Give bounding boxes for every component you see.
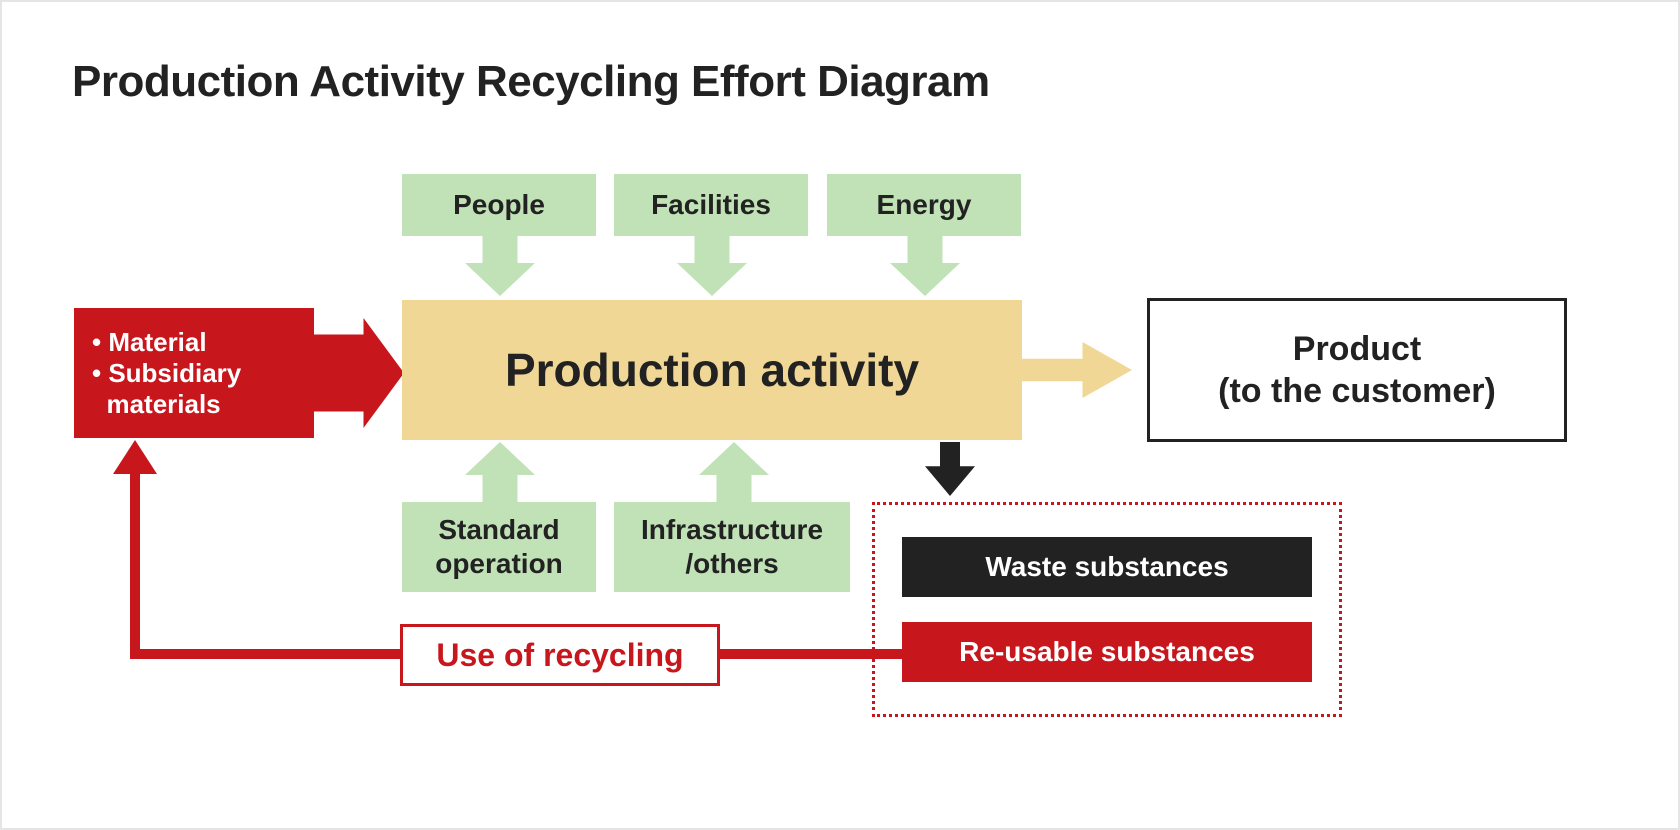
recycle-line-left (130, 649, 402, 659)
input-facilities-label: Facilities (651, 188, 771, 222)
input-infra-box: Infrastructure /others (614, 502, 850, 592)
arrow-standard-up (465, 442, 535, 502)
arrow-production-to-product (1022, 342, 1132, 398)
outputs-dotted-box (872, 502, 1342, 717)
production-activity-label: Production activity (505, 343, 919, 397)
production-activity-box: Production activity (402, 300, 1022, 440)
arrow-energy-down (890, 236, 960, 296)
waste-box: Waste substances (902, 537, 1312, 597)
reusable-label: Re-usable substances (959, 636, 1255, 668)
recycle-line-up (130, 472, 140, 659)
materials-box: Material Subsidiary materials (74, 308, 314, 438)
recycle-box: Use of recycling (400, 624, 720, 686)
product-box: Product (to the customer) (1147, 298, 1567, 442)
arrow-people-down (465, 236, 535, 296)
input-standard-box: Standard operation (402, 502, 596, 592)
input-infra-line1: Infrastructure (641, 514, 823, 545)
materials-item-1: Subsidiary materials (92, 358, 241, 420)
product-line1: Product (1293, 330, 1421, 368)
arrow-materials-to-production (314, 318, 404, 428)
input-facilities-box: Facilities (614, 174, 808, 236)
product-line2: (to the customer) (1218, 372, 1496, 410)
materials-item-0: Material (92, 327, 241, 358)
waste-label: Waste substances (985, 551, 1228, 583)
diagram-title: Production Activity Recycling Effort Dia… (72, 57, 990, 107)
diagram-frame: Production Activity Recycling Effort Dia… (0, 0, 1680, 830)
input-energy-box: Energy (827, 174, 1021, 236)
input-people-label: People (453, 188, 545, 222)
input-people-box: People (402, 174, 596, 236)
input-standard-line2: operation (435, 548, 563, 579)
recycle-label: Use of recycling (436, 637, 683, 674)
arrow-facilities-down (677, 236, 747, 296)
recycle-line-right (718, 649, 902, 659)
recycle-arrowhead-up (113, 440, 157, 474)
arrow-production-to-outputs (925, 442, 975, 496)
reusable-box: Re-usable substances (902, 622, 1312, 682)
input-standard-line1: Standard (438, 514, 559, 545)
input-infra-line2: /others (685, 548, 778, 579)
input-energy-label: Energy (877, 188, 972, 222)
arrow-infra-up (699, 442, 769, 502)
